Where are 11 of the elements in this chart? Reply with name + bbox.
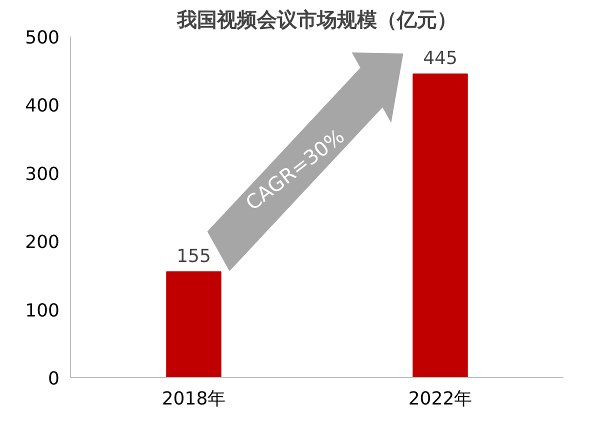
data-label: 445 xyxy=(423,48,458,70)
x-tick-label: 2022年 xyxy=(408,388,472,410)
chart-title: 我国视频会议市场规模（亿元） xyxy=(176,8,457,32)
x-tick-label: 2018年 xyxy=(162,388,226,410)
y-tick-label: 0 xyxy=(48,368,60,390)
y-tick-label: 100 xyxy=(25,300,60,322)
y-tick-label: 200 xyxy=(25,232,60,254)
data-label: 155 xyxy=(176,246,211,267)
y-tick-label: 500 xyxy=(25,28,60,48)
y-tick-label: 400 xyxy=(25,96,60,117)
y-tick-label: 300 xyxy=(25,164,60,185)
